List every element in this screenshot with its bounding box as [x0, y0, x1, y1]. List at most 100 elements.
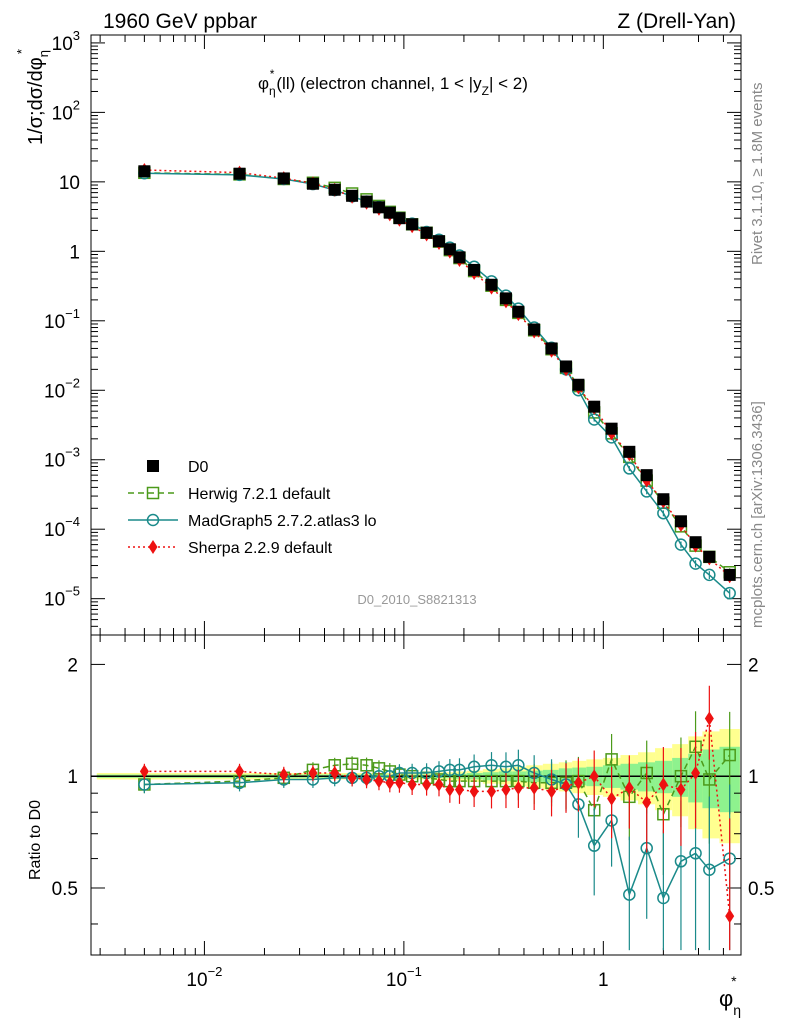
x-axis-label-main: φ [719, 986, 733, 1011]
main-point-d0 [674, 515, 687, 528]
ratio-point-sherpa [347, 770, 357, 785]
x-tick-label-exponent: −1 [407, 964, 422, 979]
plot-title-star: * [270, 67, 275, 81]
ratio-y-tick-label-right: 0.5 [748, 879, 774, 900]
ratio-y-tick-label-right: 2 [748, 655, 759, 676]
main-point-d0 [703, 550, 716, 563]
y-tick-label-base: 10 [52, 103, 73, 124]
y-tick-label-exponent: −2 [65, 375, 80, 390]
ratio-point-sherpa [434, 777, 444, 792]
main-point-d0 [723, 568, 736, 581]
ratio-point-herwig [703, 773, 716, 786]
ratio-point-sherpa [561, 779, 571, 794]
ratio-point-madgraph5 [674, 855, 688, 868]
ratio-point-sherpa [725, 909, 735, 924]
x-tick-label-base: 1 [598, 970, 609, 991]
main-point-d0 [383, 206, 396, 219]
main-point-d0 [233, 167, 246, 180]
main-point-d0 [588, 400, 601, 413]
legend-label: Sherpa 2.2.9 default [188, 540, 333, 557]
y-tick-label-base: 1 [69, 242, 80, 263]
legend-marker [146, 486, 160, 500]
main-point-d0 [432, 235, 445, 248]
plot-title-end: | < 2) [489, 74, 528, 93]
ratio-plot-series [138, 685, 736, 951]
ratio-point-sherpa [691, 766, 701, 781]
ratio-point-sherpa [407, 777, 417, 792]
y-tick-label: 10−3 [44, 445, 80, 472]
main-point-d0 [372, 201, 385, 214]
x-tick-label: 10−2 [186, 964, 222, 991]
ratio-point-sherpa [445, 782, 455, 797]
y-tick-label-base: 10 [44, 520, 65, 541]
main-point-d0 [560, 360, 573, 373]
y-tick-label-base: 10 [44, 312, 65, 333]
x-tick-label-exponent: −2 [208, 964, 223, 979]
ratio-point-sherpa [469, 784, 479, 799]
legend-marker [147, 460, 159, 472]
main-point-d0 [499, 292, 512, 305]
header-left: 1960 GeV ppbar [103, 10, 257, 33]
y-tick-label: 10−5 [44, 584, 80, 611]
main-plot-series [138, 163, 736, 600]
y-tick-label: 103 [52, 28, 80, 55]
main-point-d0 [572, 378, 585, 391]
y-tick-label-base: 10 [59, 173, 80, 194]
legend-marker [148, 540, 158, 554]
main-point-d0 [623, 445, 636, 458]
ratio-point-herwig [345, 757, 359, 771]
main-point-d0 [605, 422, 618, 435]
ratio-point-madgraph5 [485, 759, 498, 772]
ratio-inner-band [702, 749, 720, 809]
legend-label: Herwig 7.2.1 default [188, 486, 331, 503]
ratio-point-sherpa [374, 774, 384, 789]
y-tick-label-exponent: 3 [73, 28, 80, 43]
y-tick-label-exponent: −1 [65, 306, 80, 321]
main-point-d0 [443, 243, 456, 256]
ratio-uncertainty-bands [91, 728, 741, 844]
ratio-point-sherpa [235, 764, 245, 779]
ratio-point-herwig [605, 753, 618, 766]
ratio-point-sherpa [308, 766, 318, 781]
y-tick-label: 102 [52, 97, 80, 124]
plot-title-rest: (ll) (electron channel, 1 < |y [276, 74, 482, 93]
y-tick-label-exponent: −3 [65, 445, 80, 460]
main-point-d0 [640, 469, 653, 482]
main-point-d0 [306, 177, 319, 190]
main-point-d0 [277, 172, 290, 185]
ratio-point-sherpa [676, 782, 686, 797]
plot-title-sub: Z [482, 84, 489, 98]
main-point-madgraph5 [723, 586, 736, 600]
ratio-point-sherpa [529, 780, 539, 795]
y-tick-label-exponent: −4 [65, 514, 80, 529]
ratio-point-madgraph5 [453, 763, 466, 777]
analysis-watermark: D0_2010_S8821313 [357, 592, 476, 607]
legend-marker [146, 513, 160, 527]
y-tick-label-base: 10 [44, 381, 65, 402]
ratio-point-sherpa [422, 777, 432, 792]
ratio-y-tick-label-left: 0.5 [52, 879, 78, 900]
ratio-point-madgraph5 [587, 839, 601, 852]
ratio-point-sherpa [279, 767, 289, 782]
main-point-d0 [512, 305, 525, 318]
ratio-point-madgraph5 [467, 760, 481, 774]
main-point-d0 [420, 226, 433, 239]
mcplots-side-text: mcplots.cern.ch [arXiv:1306.3436] [749, 401, 766, 628]
x-tick-label-base: 10 [186, 970, 207, 991]
main-point-d0 [468, 263, 481, 276]
main-point-madgraph5 [689, 557, 702, 570]
y-tick-label: 10−4 [44, 514, 80, 541]
main-point-d0 [406, 218, 419, 231]
ratio-point-sherpa [607, 791, 617, 806]
y-tick-label-exponent: 2 [73, 97, 80, 112]
ratio-point-sherpa [547, 784, 557, 799]
main-point-madgraph5 [674, 538, 688, 551]
ratio-point-madgraph5 [703, 863, 716, 876]
x-tick-label-base: 10 [386, 970, 407, 991]
ratio-point-madgraph5 [443, 763, 457, 777]
ratio-point-madgraph5 [689, 847, 702, 860]
ratio-point-sherpa [139, 764, 149, 779]
ratio-point-madgraph5 [499, 760, 513, 774]
x-axis-label-sub: η [733, 1002, 741, 1018]
